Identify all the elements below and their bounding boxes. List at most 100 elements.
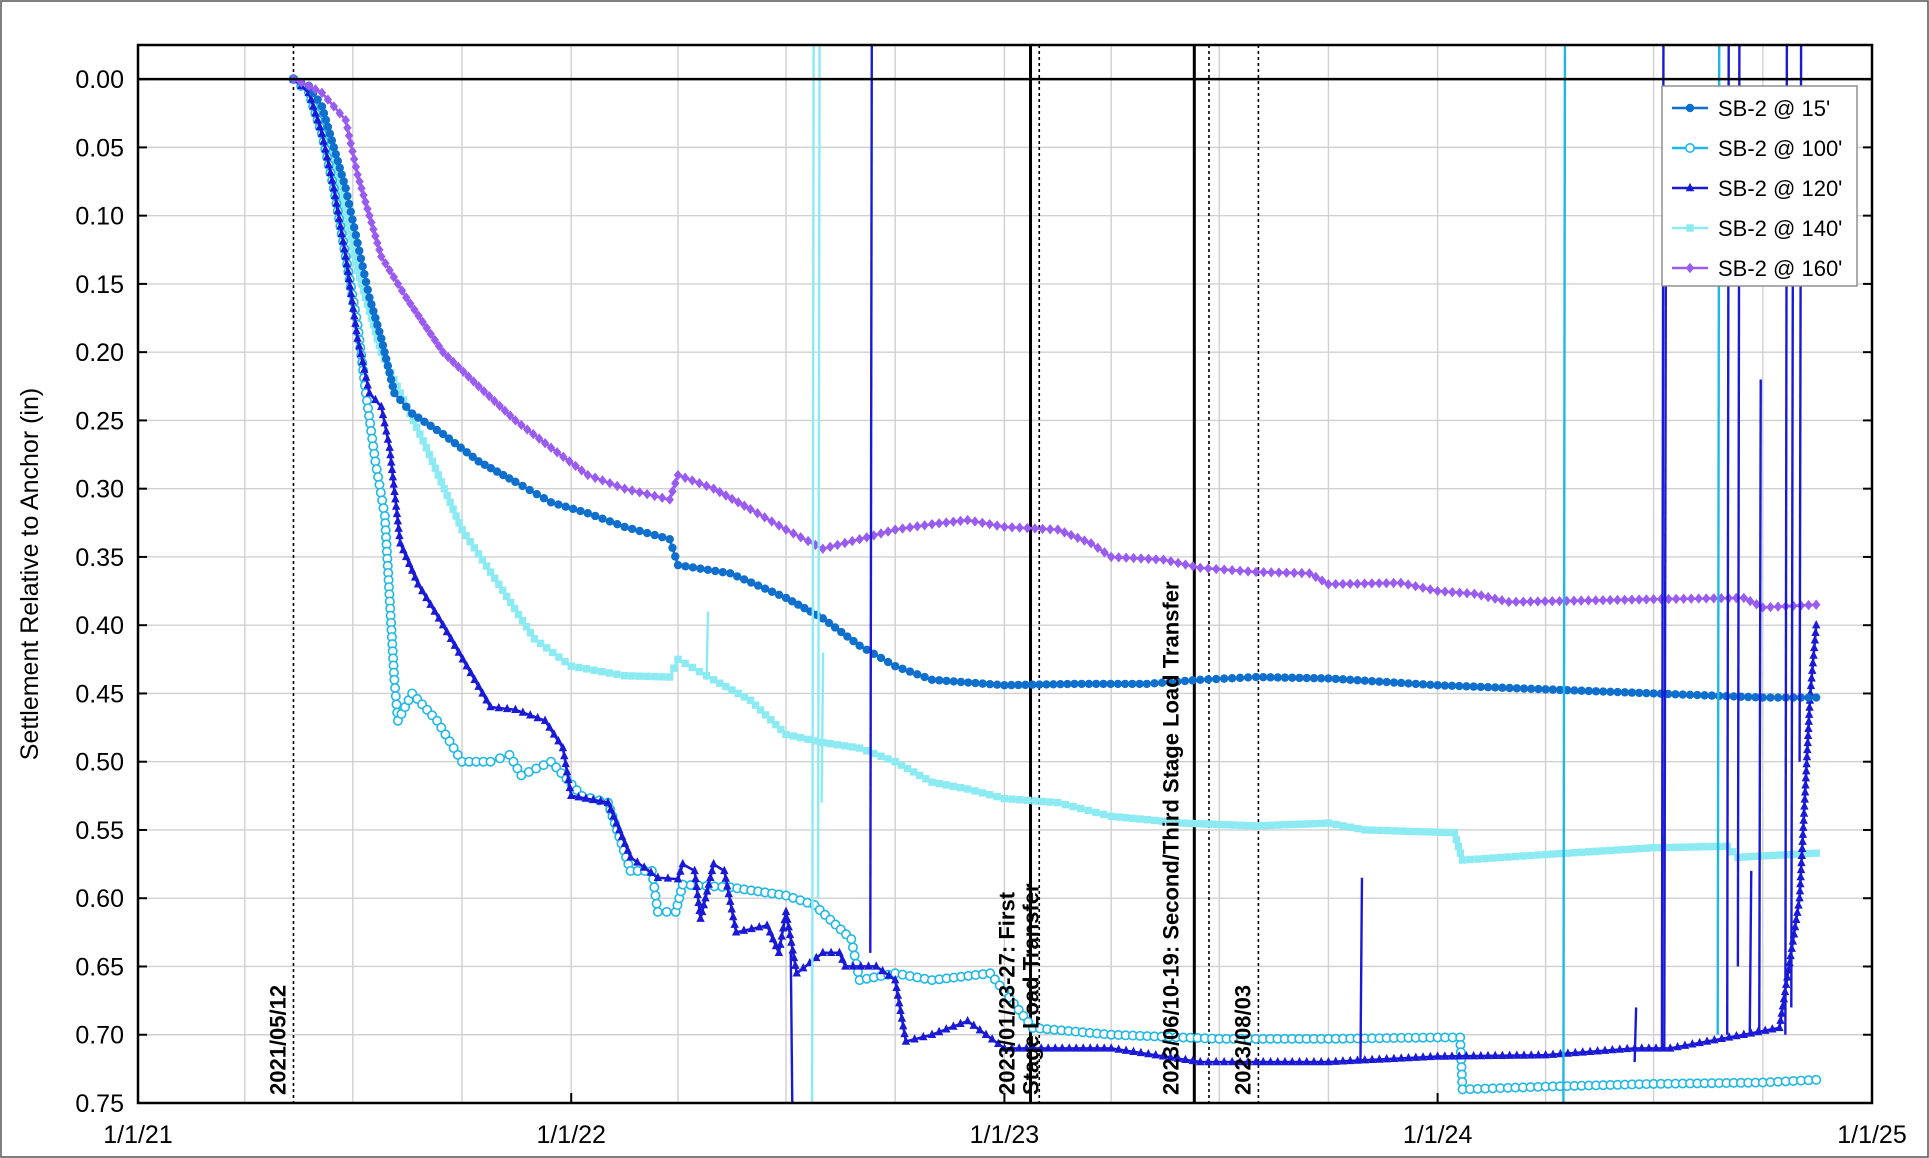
- series-marker: [1671, 690, 1679, 698]
- series-marker: [1448, 682, 1456, 690]
- series-marker: [1099, 680, 1107, 688]
- series-marker: [435, 471, 442, 478]
- series-marker: [575, 664, 582, 671]
- series-marker: [666, 673, 673, 680]
- series-spike: [1759, 379, 1761, 1034]
- series-marker: [371, 457, 379, 465]
- series-marker: [986, 680, 994, 688]
- series-marker: [1489, 854, 1496, 861]
- series-marker: [1614, 846, 1621, 853]
- series-marker: [1474, 855, 1481, 862]
- series-marker: [1310, 820, 1317, 827]
- series-marker: [1451, 829, 1458, 836]
- series-marker: [1484, 683, 1492, 691]
- series-marker: [1606, 688, 1614, 696]
- series-marker: [1204, 675, 1212, 683]
- series-marker: [1520, 684, 1528, 692]
- series-marker: [1085, 680, 1093, 688]
- series-marker: [884, 658, 892, 666]
- series-marker: [1062, 801, 1069, 808]
- series-marker: [1252, 822, 1259, 829]
- series-marker: [1729, 692, 1737, 700]
- series-marker: [1114, 680, 1122, 688]
- series-marker: [1339, 822, 1346, 829]
- series-marker: [606, 517, 614, 525]
- y-tick-label: 0.75: [75, 1090, 124, 1118]
- y-tick-label: 0.30: [75, 476, 124, 504]
- series-marker: [790, 732, 797, 739]
- series-marker: [1252, 673, 1260, 681]
- series-marker: [681, 562, 689, 570]
- series-marker: [1236, 674, 1244, 682]
- series-marker: [650, 883, 658, 891]
- y-tick-label: 0.65: [75, 953, 124, 981]
- series-marker: [426, 451, 433, 458]
- series-marker: [1274, 821, 1281, 828]
- series-marker: [1194, 820, 1201, 827]
- series-marker: [1288, 674, 1296, 682]
- series-marker: [1534, 851, 1541, 858]
- series-marker: [518, 482, 526, 490]
- series-marker: [1628, 688, 1636, 696]
- x-tick-label: 1/1/24: [1403, 1121, 1473, 1149]
- series-marker: [1643, 844, 1650, 851]
- series-marker: [1748, 853, 1755, 860]
- legend-entry: SB-2 @ 100': [1718, 136, 1842, 161]
- series-marker: [613, 671, 620, 678]
- series-marker: [674, 561, 682, 569]
- series-marker: [671, 552, 679, 560]
- series-marker: [1245, 822, 1252, 829]
- series-marker: [935, 676, 943, 684]
- series-marker: [1310, 674, 1318, 682]
- series-marker: [1129, 815, 1136, 822]
- series-marker: [350, 223, 358, 231]
- legend-swatch-marker: [1686, 104, 1694, 112]
- series-marker: [1642, 689, 1650, 697]
- series-marker: [1457, 849, 1464, 856]
- series-marker: [1577, 687, 1585, 695]
- series-marker: [663, 908, 671, 916]
- series-marker: [621, 672, 628, 679]
- series-marker: [1070, 680, 1078, 688]
- legend-entry: SB-2 @ 140': [1718, 216, 1842, 241]
- legend: SB-2 @ 15' SB-2 @ 100' SB-2 @ 120' SB-2 @ 1…: [1662, 86, 1857, 286]
- series-marker: [1513, 684, 1521, 692]
- series-marker: [1347, 824, 1354, 831]
- series-marker: [1302, 674, 1310, 682]
- series-marker: [1317, 820, 1324, 827]
- series-marker: [1413, 828, 1420, 835]
- series-marker: [606, 669, 613, 676]
- series-marker: [950, 677, 958, 685]
- series-spike: [870, 45, 872, 953]
- series-marker: [1001, 795, 1008, 802]
- series-marker: [1100, 811, 1107, 818]
- series-marker: [1621, 688, 1629, 696]
- series-marker: [1077, 805, 1084, 812]
- series-marker: [1693, 691, 1701, 699]
- series-marker: [413, 424, 420, 431]
- series-marker: [511, 478, 519, 486]
- series-marker: [446, 499, 453, 506]
- series-marker: [1419, 680, 1427, 688]
- series-spike: [1563, 45, 1565, 1103]
- series-marker: [348, 215, 356, 223]
- series-marker: [782, 731, 789, 738]
- series-marker: [670, 664, 677, 671]
- series-marker: [1491, 683, 1499, 691]
- series-marker: [804, 736, 811, 743]
- series-marker: [1527, 852, 1534, 859]
- series-marker: [540, 494, 548, 502]
- series-marker: [1766, 693, 1774, 701]
- series-marker: [1455, 682, 1463, 690]
- series-marker: [651, 891, 659, 899]
- series-marker: [1534, 685, 1542, 693]
- series-marker: [1187, 820, 1194, 827]
- series-spike: [1791, 284, 1793, 1008]
- y-tick-label: 0.70: [75, 1022, 124, 1050]
- series-marker: [1121, 680, 1129, 688]
- series-marker: [452, 512, 459, 519]
- series-marker: [849, 743, 856, 750]
- series-marker: [920, 673, 928, 681]
- series-marker: [576, 507, 584, 515]
- series-marker: [1578, 849, 1585, 856]
